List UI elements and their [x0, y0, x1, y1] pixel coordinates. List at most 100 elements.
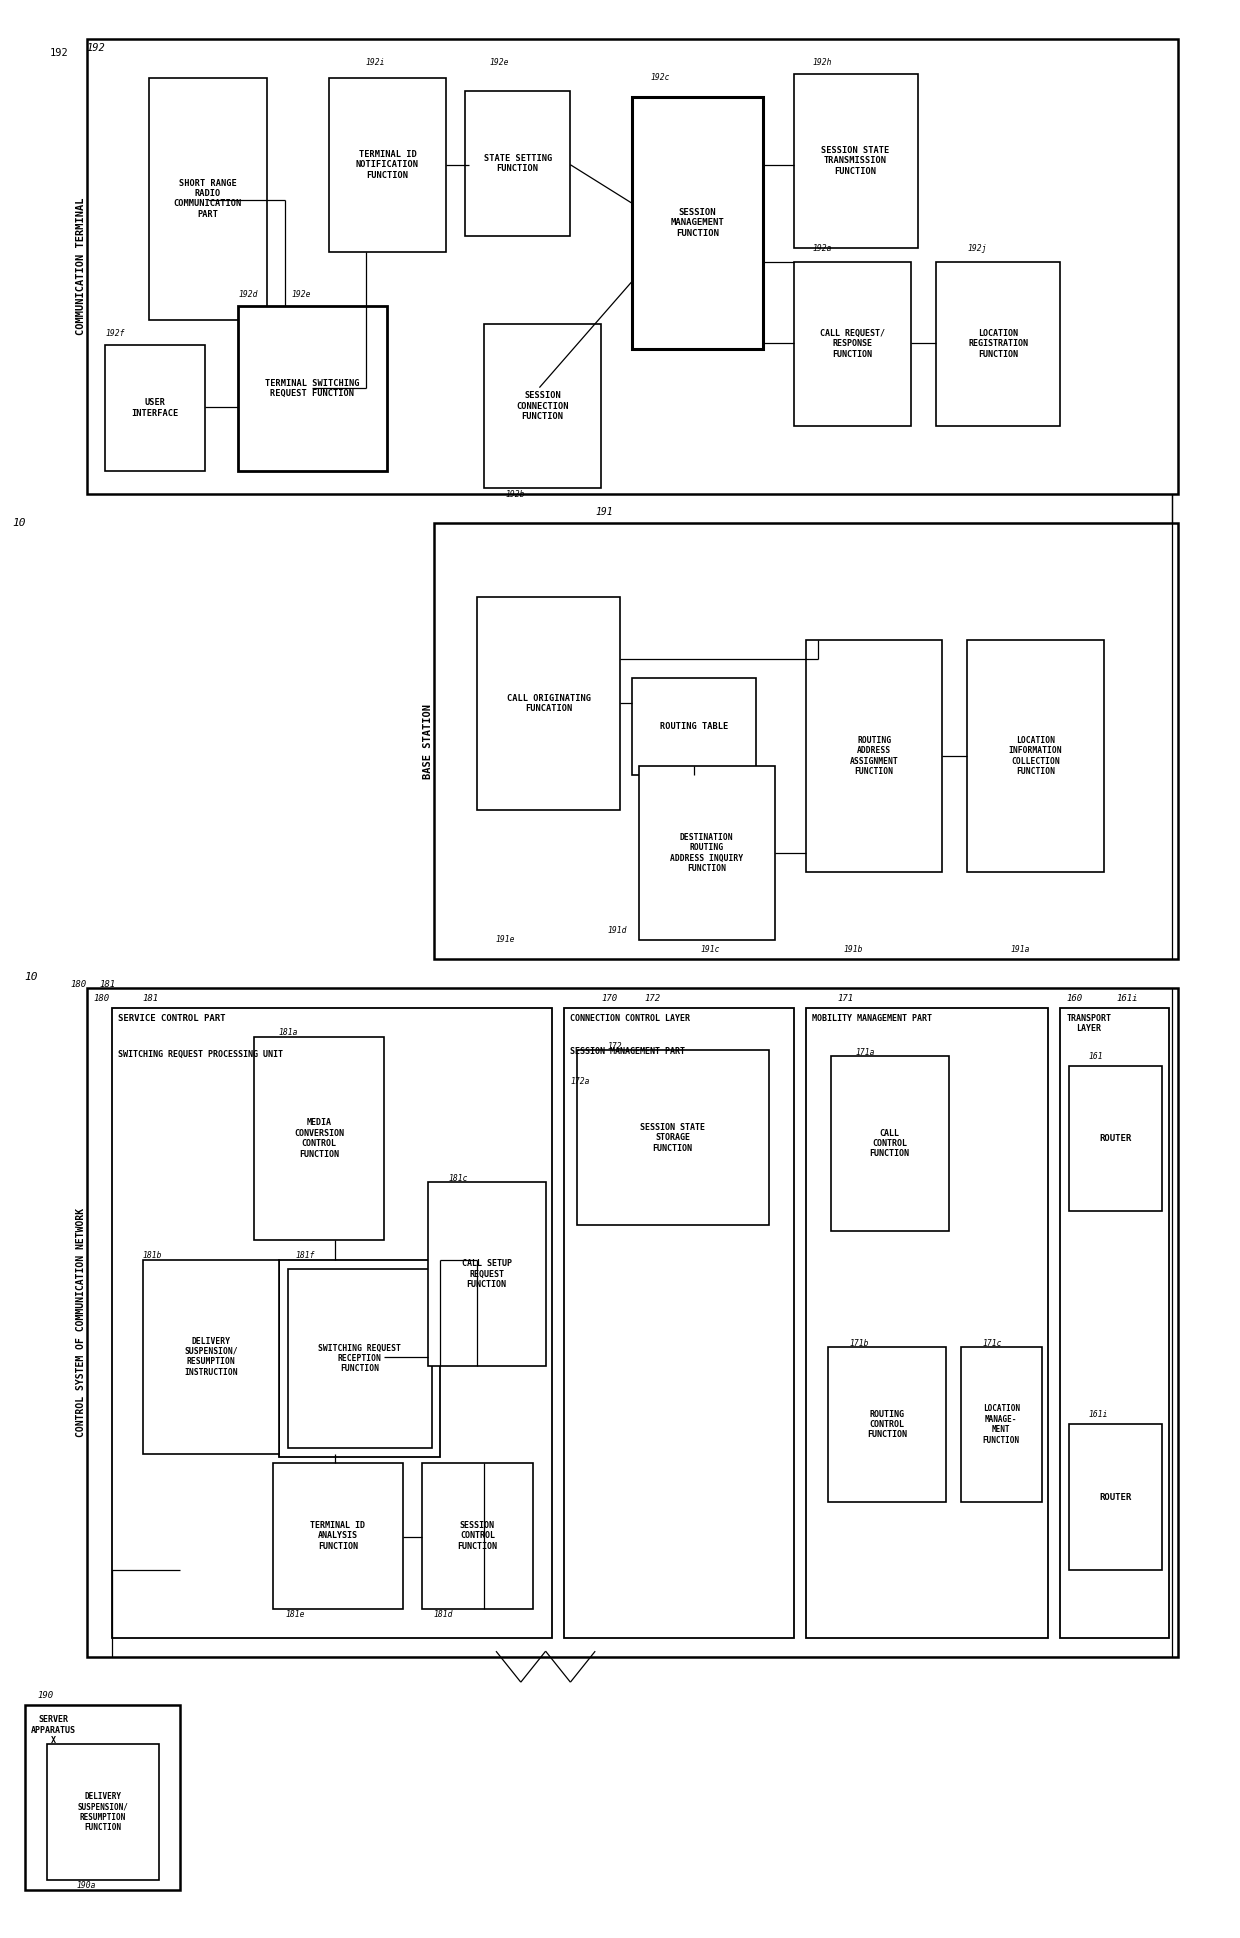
- Text: 191d: 191d: [608, 926, 627, 934]
- Text: 181: 181: [99, 981, 115, 988]
- Text: MOBILITY MANAGEMENT PART: MOBILITY MANAGEMENT PART: [812, 1014, 932, 1023]
- Bar: [577, 1050, 769, 1225]
- Text: SESSION STATE
TRANSMISSION
FUNCTION: SESSION STATE TRANSMISSION FUNCTION: [821, 145, 890, 176]
- Bar: [936, 262, 1060, 426]
- Bar: [477, 597, 620, 810]
- Text: 161i: 161i: [1089, 1411, 1109, 1419]
- Bar: [422, 1463, 533, 1609]
- Bar: [831, 1056, 949, 1231]
- Text: 192: 192: [50, 48, 68, 58]
- Bar: [105, 345, 205, 471]
- Text: SESSION STATE
STORAGE
FUNCTION: SESSION STATE STORAGE FUNCTION: [640, 1122, 706, 1153]
- Bar: [639, 766, 775, 940]
- Bar: [1069, 1424, 1162, 1570]
- Text: SWITCHING REQUEST
RECEPTION
FUNCTION: SWITCHING REQUEST RECEPTION FUNCTION: [319, 1343, 401, 1374]
- Text: 171b: 171b: [849, 1339, 869, 1347]
- Bar: [87, 39, 1178, 494]
- Bar: [484, 324, 601, 488]
- Text: LOCATION
MANAGE-
MENT
FUNCTION: LOCATION MANAGE- MENT FUNCTION: [983, 1405, 1019, 1444]
- Text: 181b: 181b: [143, 1252, 162, 1260]
- Text: 171a: 171a: [856, 1048, 875, 1056]
- Text: 181f: 181f: [295, 1252, 315, 1260]
- Bar: [149, 78, 267, 320]
- Text: ROUTER: ROUTER: [1099, 1492, 1132, 1502]
- Text: LOCATION
INFORMATION
COLLECTION
FUNCTION: LOCATION INFORMATION COLLECTION FUNCTION: [1008, 736, 1063, 775]
- Text: MEDIA
CONVERSION
CONTROL
FUNCTION: MEDIA CONVERSION CONTROL FUNCTION: [294, 1118, 345, 1159]
- Text: 192d: 192d: [238, 291, 258, 298]
- Text: CALL SETUP
REQUEST
FUNCTION: CALL SETUP REQUEST FUNCTION: [461, 1260, 512, 1289]
- Text: CONTROL SYSTEM OF COMMUNICATION NETWORK: CONTROL SYSTEM OF COMMUNICATION NETWORK: [76, 1207, 86, 1438]
- Bar: [238, 306, 387, 471]
- Text: LOCATION
REGISTRATION
FUNCTION: LOCATION REGISTRATION FUNCTION: [968, 329, 1028, 359]
- Text: BASE STATION: BASE STATION: [423, 703, 433, 779]
- Text: 192j: 192j: [967, 244, 987, 252]
- Bar: [967, 640, 1104, 872]
- Bar: [288, 1269, 432, 1448]
- Text: SHORT RANGE
RADIO
COMMUNICATION
PART: SHORT RANGE RADIO COMMUNICATION PART: [174, 178, 242, 219]
- Text: SERVER
APPARATUS
X: SERVER APPARATUS X: [31, 1715, 76, 1744]
- Text: 181a: 181a: [279, 1029, 299, 1037]
- Bar: [1060, 1008, 1169, 1638]
- Text: 180: 180: [93, 994, 109, 1002]
- Text: SWITCHING REQUEST PROCESSING UNIT: SWITCHING REQUEST PROCESSING UNIT: [118, 1050, 283, 1060]
- Text: 180: 180: [71, 981, 87, 988]
- Text: 192f: 192f: [105, 329, 125, 337]
- Text: USER
INTERFACE: USER INTERFACE: [131, 397, 179, 419]
- Text: 190a: 190a: [77, 1882, 97, 1890]
- Bar: [87, 988, 1178, 1657]
- Text: 181e: 181e: [285, 1610, 305, 1618]
- Text: TERMINAL ID
NOTIFICATION
FUNCTION: TERMINAL ID NOTIFICATION FUNCTION: [356, 149, 419, 180]
- Bar: [434, 523, 1178, 959]
- Text: 191a: 191a: [1011, 946, 1030, 953]
- Text: 170: 170: [601, 994, 618, 1002]
- Text: ROUTING TABLE: ROUTING TABLE: [660, 723, 729, 731]
- Text: DESTINATION
ROUTING
ADDRESS INQUIRY
FUNCTION: DESTINATION ROUTING ADDRESS INQUIRY FUNC…: [671, 833, 743, 872]
- Text: 171c: 171c: [982, 1339, 1002, 1347]
- Text: 192h: 192h: [812, 58, 832, 66]
- Bar: [806, 640, 942, 872]
- Text: CALL REQUEST/
RESPONSE
FUNCTION: CALL REQUEST/ RESPONSE FUNCTION: [820, 329, 885, 359]
- Text: CALL
CONTROL
FUNCTION: CALL CONTROL FUNCTION: [869, 1128, 910, 1159]
- Text: 192a: 192a: [812, 244, 832, 252]
- Text: 161: 161: [1089, 1052, 1104, 1060]
- Text: STATE SETTING
FUNCTION: STATE SETTING FUNCTION: [484, 153, 552, 174]
- Text: 172: 172: [608, 1043, 622, 1050]
- Text: COMMUNICATION TERMINAL: COMMUNICATION TERMINAL: [76, 198, 86, 335]
- Bar: [254, 1037, 384, 1240]
- Text: 191b: 191b: [843, 946, 863, 953]
- Text: DELIVERY
SUSPENSION/
RESUMPTION
FUNCTION: DELIVERY SUSPENSION/ RESUMPTION FUNCTION: [77, 1793, 129, 1831]
- Text: ROUTING
CONTROL
FUNCTION: ROUTING CONTROL FUNCTION: [867, 1409, 908, 1440]
- Text: 181c: 181c: [449, 1174, 469, 1182]
- Text: CALL ORIGINATING
FUNCATION: CALL ORIGINATING FUNCATION: [507, 694, 590, 713]
- Bar: [428, 1182, 546, 1366]
- Text: 192e: 192e: [490, 58, 510, 66]
- Bar: [25, 1705, 180, 1890]
- Text: 172: 172: [645, 994, 661, 1002]
- Bar: [273, 1463, 403, 1609]
- Text: 10: 10: [12, 517, 26, 529]
- Bar: [329, 78, 446, 252]
- Text: SESSION
CONTROL
FUNCTION: SESSION CONTROL FUNCTION: [458, 1521, 497, 1550]
- Bar: [465, 91, 570, 236]
- Text: DELIVERY
SUSPENSION/
RESUMPTION
INSTRUCTION: DELIVERY SUSPENSION/ RESUMPTION INSTRUCT…: [184, 1337, 238, 1376]
- Text: 10: 10: [25, 971, 38, 983]
- Text: TERMINAL SWITCHING
REQUEST FUNCTION: TERMINAL SWITCHING REQUEST FUNCTION: [265, 378, 360, 399]
- Text: 181d: 181d: [434, 1610, 454, 1618]
- Bar: [1069, 1066, 1162, 1211]
- Bar: [794, 262, 911, 426]
- Text: 192i: 192i: [366, 58, 386, 66]
- Bar: [961, 1347, 1042, 1502]
- Text: 190: 190: [37, 1692, 53, 1700]
- Text: 192e: 192e: [291, 291, 311, 298]
- Text: TRANSPORT
LAYER: TRANSPORT LAYER: [1066, 1014, 1111, 1033]
- Text: TERMINAL ID
ANALYSIS
FUNCTION: TERMINAL ID ANALYSIS FUNCTION: [310, 1521, 366, 1550]
- Bar: [564, 1008, 794, 1638]
- Text: 192c: 192c: [651, 74, 671, 81]
- Text: ROUTER: ROUTER: [1099, 1134, 1132, 1143]
- Bar: [794, 74, 918, 248]
- Text: 172a: 172a: [570, 1078, 590, 1085]
- Text: CONNECTION CONTROL LAYER: CONNECTION CONTROL LAYER: [570, 1014, 691, 1023]
- Text: 160: 160: [1066, 994, 1083, 1002]
- Text: 171: 171: [837, 994, 853, 1002]
- Text: 191: 191: [595, 506, 613, 517]
